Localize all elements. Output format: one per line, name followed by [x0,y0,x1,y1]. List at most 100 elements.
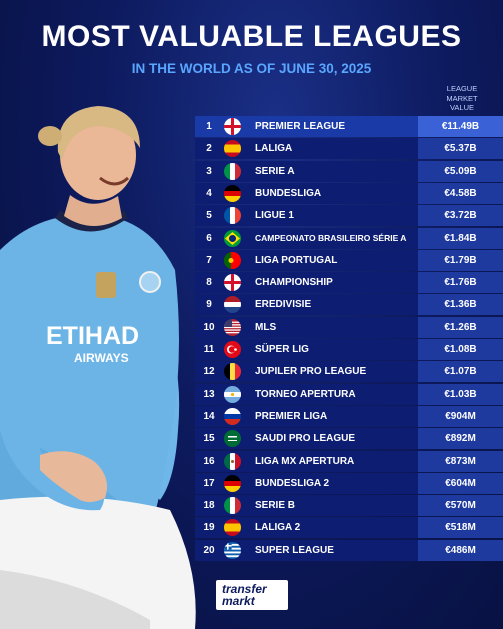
table-row: 13 TORNEO APERTURA €1.03B [195,383,503,405]
league-name-cell: SÜPER LIG [255,344,309,355]
market-value-cell: €892M [418,428,503,450]
market-value-cell: €904M [418,405,503,427]
rank-cell: 1 [206,121,212,132]
spain-flag-icon [224,519,241,537]
page-subtitle: IN THE WORLD AS OF JUNE 30, 2025 [131,61,372,76]
rank-cell: 10 [203,321,215,333]
svg-text:ETIHAD: ETIHAD [46,322,139,350]
market-value-cell: €1.76B [418,272,503,294]
table-row: 14 PREMIER LIGA €904M [195,405,503,427]
rank-cell: 14 [203,410,215,422]
league-name-cell: LALIGA [255,143,293,155]
logo-text: markt [222,594,255,608]
rank-cell: 11 [203,344,215,355]
transfermarkt-logo: transfer markt [216,580,288,610]
table-row: 17 BUNDESLIGA 2 €604M [195,472,503,494]
column-header-line: LEAGUE [446,84,478,93]
table-row: 3 SERIE A €5.09B [195,160,503,182]
market-value-cell: €873M [418,450,503,472]
market-value-cell: €1.08B [418,339,503,360]
league-name-cell: BUNDESLIGA [255,187,322,199]
rank-cell: 2 [206,143,212,155]
rank-cell: 18 [203,500,215,512]
league-name-cell: SAUDI PRO LEAGUE [255,433,356,445]
table-row: 16 LIGA MX APERTURA €873M [195,450,503,472]
germany-flag-icon [224,184,241,202]
league-name-cell: PREMIER LIGA [255,410,328,422]
market-value-cell: €5.37B [418,138,503,160]
market-value-cell: €4.58B [418,182,503,204]
netherlands-flag-icon [224,296,241,314]
column-header-line: MARKET [446,93,478,103]
table-row: 6 CAMPEONATO BRASILEIRO SÉRIE A €1.84B [195,227,503,249]
market-value-cell: €5.09B [418,160,503,182]
table-row: 7 LIGA PORTUGAL €1.79B [195,249,503,271]
market-value-cell: €1.03B [418,383,503,405]
mexico-flag-icon [224,452,241,470]
league-name-cell: CAMPEONATO BRASILEIRO SÉRIE A [255,232,407,243]
table-row: 4 BUNDESLIGA €4.58B [195,182,503,204]
league-name-cell: PREMIER LEAGUE [255,121,346,132]
russia-flag-icon [224,407,241,425]
england-flag-icon [224,118,241,135]
market-value-cell: €604M [418,472,503,494]
league-name-cell: MLS [255,321,277,333]
germany-flag-icon [224,474,241,492]
rank-cell: 9 [206,299,212,311]
league-name-cell: TORNEO APERTURA [255,388,356,400]
market-value-cell: €1.26B [418,316,503,338]
league-name-cell: SUPER LEAGUE [255,544,334,556]
league-name-cell: LIGUE 1 [255,210,294,222]
belgium-flag-icon [224,363,241,381]
table-row: 2 LALIGA €5.37B [195,138,503,160]
market-value-cell: €1.79B [418,249,503,271]
rank-cell: 19 [203,522,215,534]
argentina-flag-icon [224,385,241,403]
league-name-cell: SERIE A [255,165,295,177]
rank-cell: 3 [206,165,212,177]
league-name-cell: LIGA MX APERTURA [255,455,355,467]
italy-flag-icon [224,162,241,180]
value-column-header: LEAGUE MARKET VALUE [430,84,494,113]
league-name-cell: SERIE B [255,500,296,512]
turkey-flag-icon [224,341,241,358]
market-value-cell: €1.36B [418,294,503,316]
table-row: 18 SERIE B €570M [195,495,503,517]
league-name-cell: LIGA PORTUGAL [255,254,338,266]
table-row: 19 LALIGA 2 €518M [195,517,503,539]
table-row: 10 MLS €1.26B [195,316,503,338]
page-title: MOST VALUABLE LEAGUES [41,20,462,53]
table-row: 1 PREMIER LEAGUE €11.49B [195,116,503,137]
england-flag-icon [224,274,241,292]
brazil-flag-icon [224,229,241,247]
rank-cell: 15 [203,433,215,445]
rank-cell: 6 [206,232,212,244]
rank-cell: 12 [203,366,215,378]
rank-cell: 4 [206,187,212,199]
table-row: 15 SAUDI PRO LEAGUE €892M [195,428,503,450]
column-header-line: VALUE [449,103,475,112]
table-row: 9 EREDIVISIE €1.36B [195,294,503,316]
market-value-cell: €1.84B [418,227,503,249]
greece-flag-icon [224,541,241,559]
market-value-cell: €518M [418,517,503,539]
player-illustration: ETIHAD AIRWAYS [0,106,196,629]
table-row: 11 SÜPER LIG €1.08B [195,339,503,360]
league-name-cell: EREDIVISIE [255,299,312,311]
league-name-cell: BUNDESLIGA 2 [255,477,330,489]
usa-flag-icon [224,318,241,336]
league-name-cell: JUPILER PRO LEAGUE [255,366,367,378]
table-row: 20 SUPER LEAGUE €486M [195,539,503,561]
rank-cell: 16 [203,455,215,467]
market-value-cell: €3.72B [418,205,503,227]
svg-text:AIRWAYS: AIRWAYS [74,351,129,365]
rank-cell: 20 [203,544,215,556]
portugal-flag-icon [224,251,241,269]
league-name-cell: CHAMPIONSHIP [255,277,333,289]
france-flag-icon [224,207,241,225]
market-value-cell: €486M [418,539,503,561]
rank-cell: 7 [206,254,212,266]
italy-flag-icon [224,497,241,515]
market-value-cell: €1.07B [418,361,503,383]
table-row: 12 JUPILER PRO LEAGUE €1.07B [195,361,503,383]
